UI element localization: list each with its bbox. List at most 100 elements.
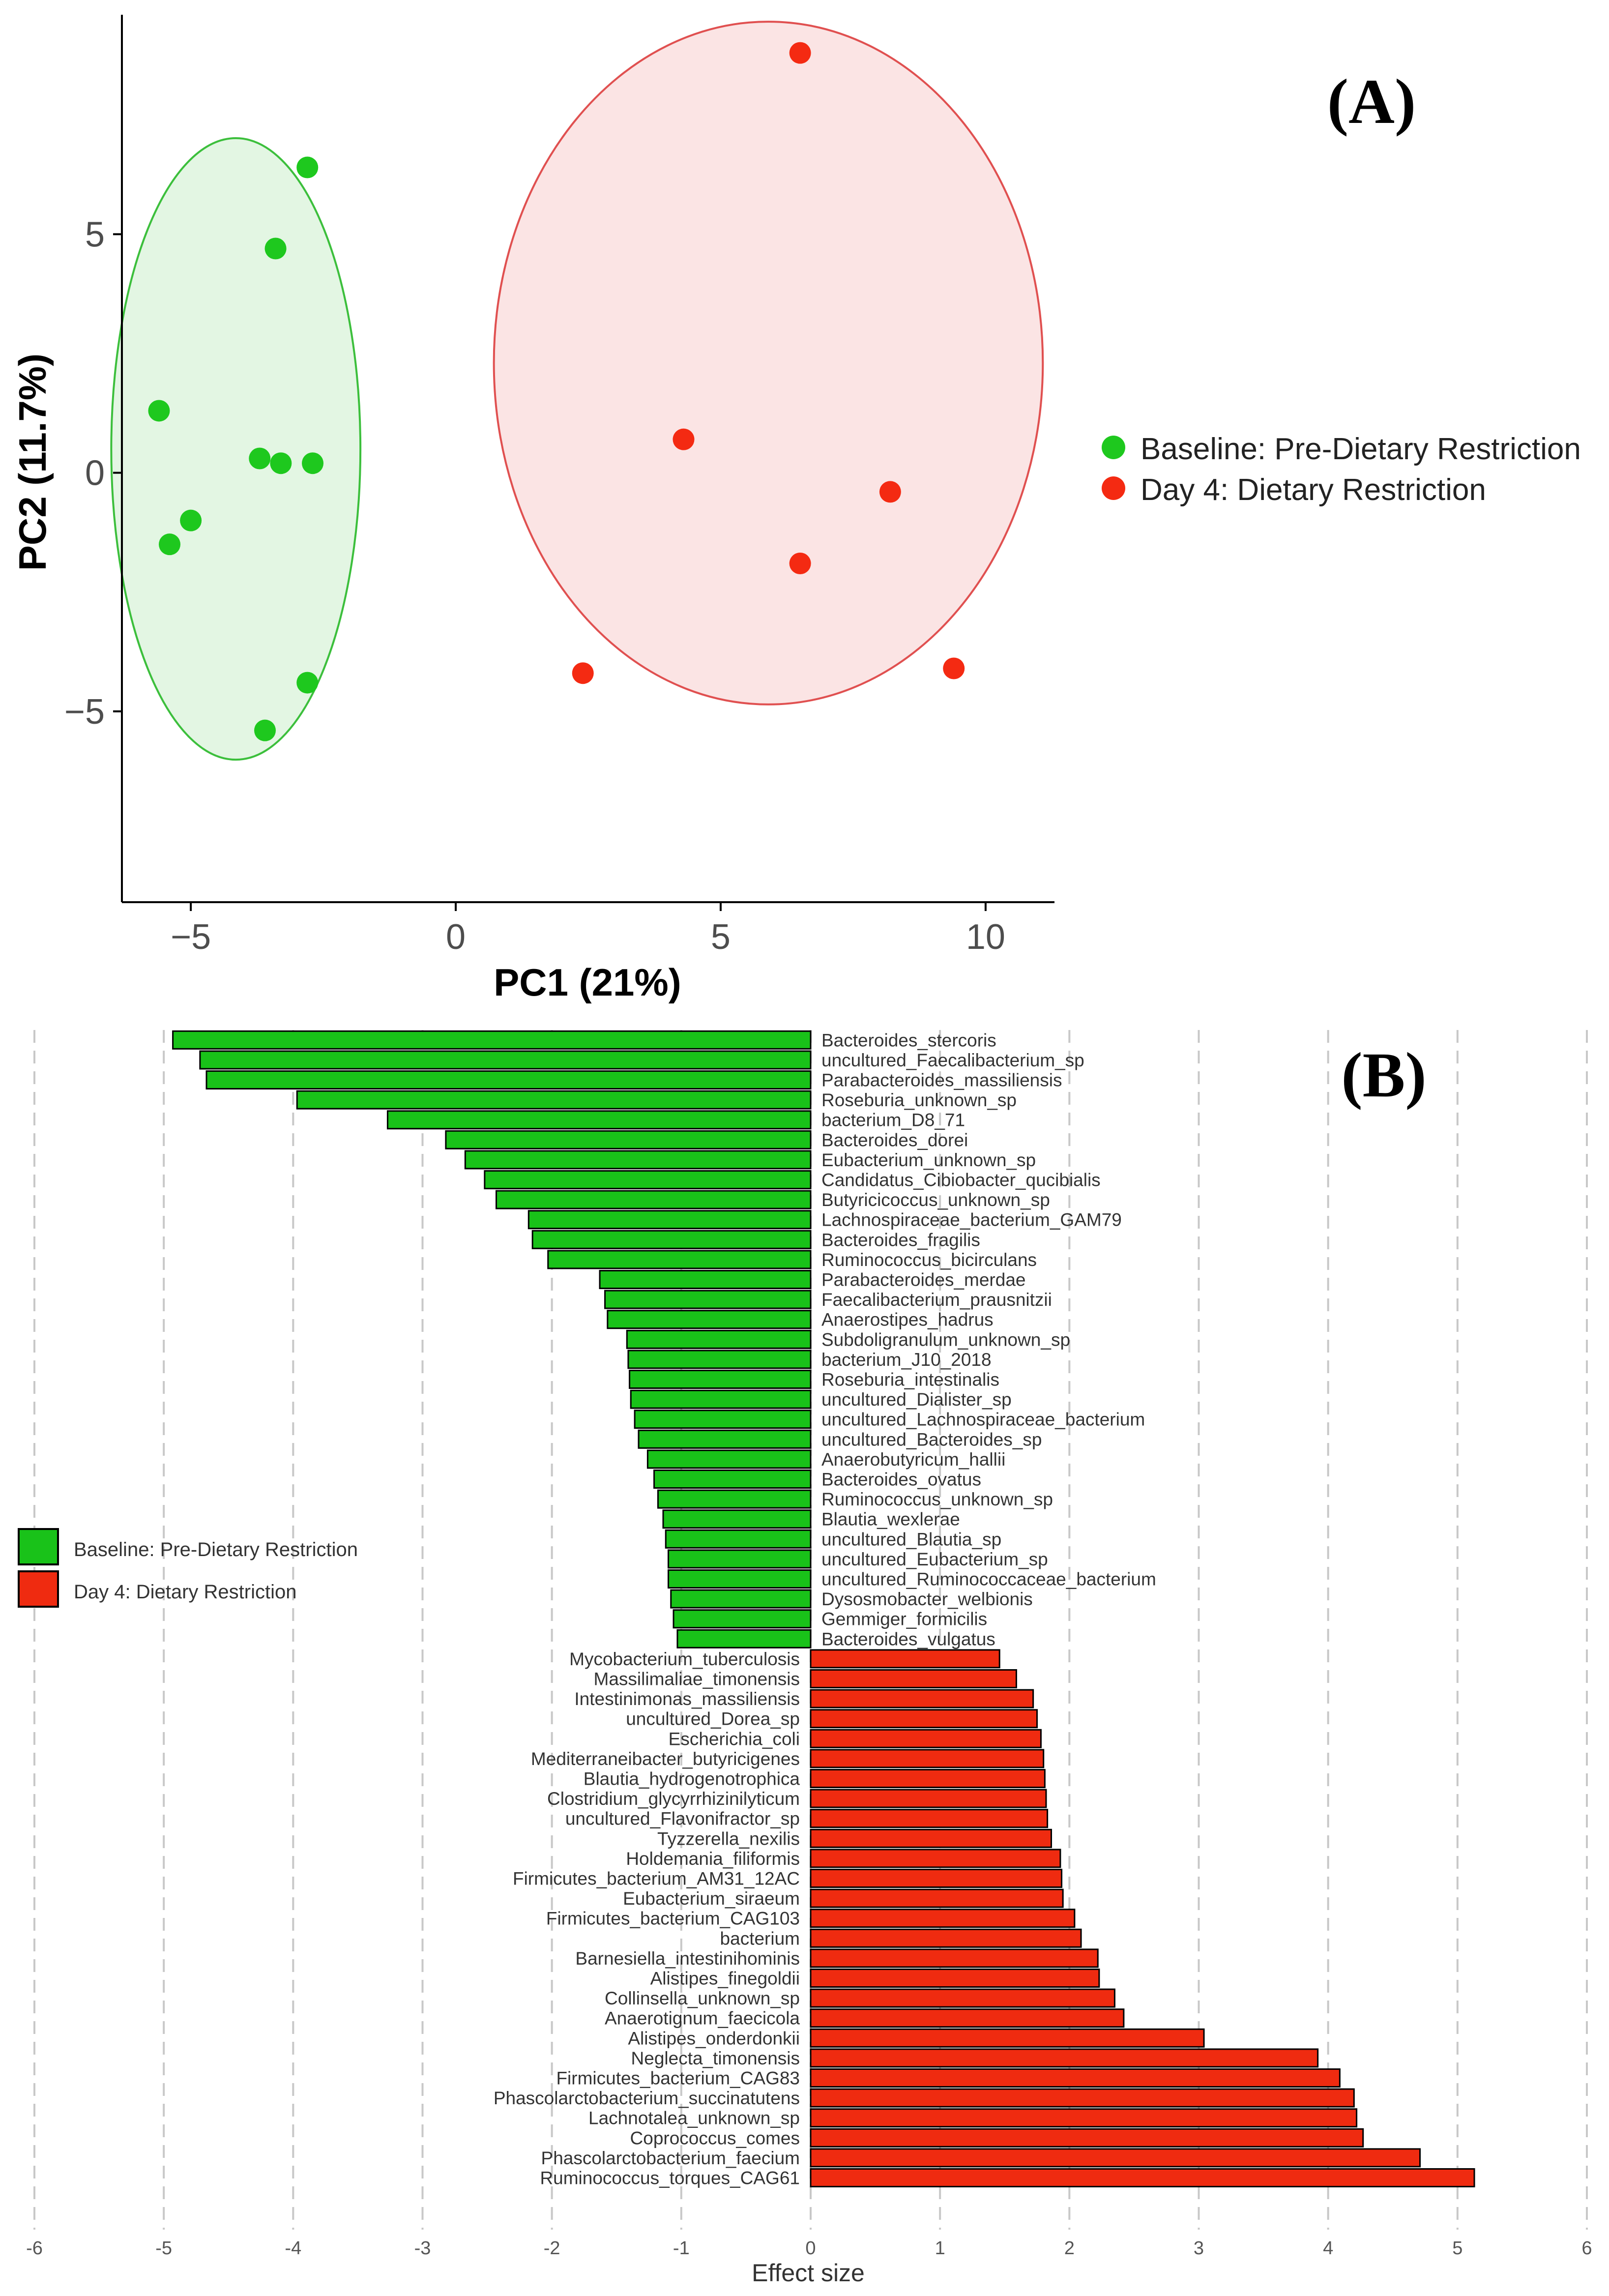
effect-size-axis-title: Effect size bbox=[752, 2259, 865, 2287]
effect-size-bar bbox=[445, 1130, 812, 1149]
bar-label: bacterium_D8_71 bbox=[821, 1110, 965, 1130]
bar-label: Mycobacterium_tuberculosis bbox=[569, 1649, 800, 1669]
effect-size-bar bbox=[810, 2108, 1358, 2128]
effect-size-bar bbox=[810, 2028, 1205, 2048]
bar-label: Intestinimonas_massiliensis bbox=[574, 1689, 800, 1709]
bar-label: uncultured_Eubacterium_sp bbox=[821, 1549, 1048, 1569]
bar-label: Neglecta_timonensis bbox=[631, 2048, 800, 2068]
legend-swatch-baseline bbox=[18, 1528, 59, 1565]
effect-size-bar bbox=[810, 2048, 1319, 2068]
effect-size-bar bbox=[199, 1050, 812, 1070]
effect-size-bar bbox=[810, 1828, 1052, 1848]
effect-size-bar bbox=[527, 1210, 812, 1230]
bar-label: Alistipes_finegoldii bbox=[650, 1969, 800, 1989]
effect-size-bar bbox=[464, 1150, 812, 1170]
effect-size-bar bbox=[646, 1449, 812, 1469]
bar-label: Anaerobutyricum_hallii bbox=[821, 1449, 1005, 1470]
bar-label: Firmicutes_bacterium_CAG103 bbox=[546, 1909, 800, 1929]
effect-size-bar bbox=[810, 2088, 1355, 2108]
bar-label: Mediterraneibacter_butyricigenes bbox=[531, 1749, 800, 1769]
effect-size-bar bbox=[629, 1370, 812, 1389]
bar-label: uncultured_Lachnospiraceae_bacterium bbox=[821, 1410, 1145, 1430]
scatter-point bbox=[296, 672, 319, 694]
effect-size-bar bbox=[627, 1350, 812, 1369]
effect-size-tick-label: 6 bbox=[1581, 2238, 1592, 2259]
effect-size-bar bbox=[634, 1410, 812, 1429]
bar-label: uncultured_Blautia_sp bbox=[821, 1529, 1001, 1549]
effect-size-bar bbox=[668, 1549, 812, 1569]
effect-size-bar bbox=[673, 1609, 812, 1629]
effect-size-tick-label: 0 bbox=[805, 2238, 816, 2259]
effect-size-bar bbox=[810, 1888, 1064, 1908]
scatter-point bbox=[148, 400, 170, 422]
bar-label: Clostridium_glycyrrhizinilyticum bbox=[547, 1789, 800, 1809]
effect-size-bar bbox=[496, 1190, 812, 1209]
pca-y-ticks: −5 0 5 bbox=[64, 215, 122, 732]
scatter-point bbox=[673, 428, 695, 450]
effect-size-bar bbox=[607, 1310, 812, 1329]
bar-label: Phascolarctobacterium_faecium bbox=[541, 2148, 800, 2168]
effect-size-tick-label: 3 bbox=[1194, 2238, 1204, 2259]
bar-label: uncultured_Dorea_sp bbox=[626, 1709, 800, 1729]
pca-x-tick-label: 10 bbox=[966, 917, 1005, 957]
bar-label: Blautia_hydrogenotrophica bbox=[584, 1769, 800, 1789]
effect-size-bar bbox=[670, 1589, 812, 1609]
bar-label: Barnesiella_intestinihominis bbox=[575, 1948, 800, 1969]
bar-label: Candidatus_Cibiobacter_qucibialis bbox=[821, 1170, 1101, 1190]
bar-label: Blautia_wexlerae bbox=[821, 1509, 960, 1530]
effect-size-bar bbox=[810, 1928, 1082, 1948]
effect-size-tick-label: -5 bbox=[155, 2238, 172, 2259]
effect-size-bar bbox=[653, 1470, 812, 1489]
scatter-point bbox=[302, 452, 324, 474]
pca-y-axis-title: PC2 (11.7%) bbox=[11, 353, 54, 571]
scatter-point bbox=[789, 42, 811, 64]
effect-size-tick-label: 1 bbox=[935, 2238, 945, 2259]
bar-label: Eubacterium_siraeum bbox=[623, 1888, 800, 1909]
effect-size-bar bbox=[676, 1629, 812, 1648]
bar-label: Dysosmobacter_welbionis bbox=[821, 1589, 1033, 1609]
bar-label: Gemmiger_formicilis bbox=[821, 1609, 987, 1629]
effect-size-legend: Baseline: Pre-Dietary Restriction Day 4:… bbox=[18, 1528, 358, 1608]
scatter-point bbox=[270, 452, 292, 474]
pca-x-tick-label: −5 bbox=[171, 917, 211, 957]
scatter-point bbox=[943, 657, 965, 679]
effect-size-bar bbox=[665, 1529, 812, 1549]
effect-size-bar bbox=[810, 1948, 1099, 1968]
effect-size-bar bbox=[296, 1090, 812, 1110]
legend-label-baseline: Baseline: Pre-Dietary Restriction bbox=[1141, 432, 1581, 466]
effect-size-bar bbox=[599, 1270, 812, 1289]
legend-swatch-day4 bbox=[18, 1570, 59, 1608]
bar-label: Bacteroides_fragilis bbox=[821, 1230, 980, 1250]
bar-label: Ruminococcus_torques_CAG61 bbox=[540, 2168, 800, 2188]
pca-x-axis-title: PC1 (21%) bbox=[494, 961, 681, 1004]
bar-label: Faecalibacterium_prausnitzii bbox=[821, 1290, 1052, 1310]
bar-label: Bacteroides_dorei bbox=[821, 1130, 968, 1150]
effect-size-bar bbox=[547, 1250, 812, 1269]
effect-size-bar bbox=[810, 1769, 1046, 1788]
effect-size-bar bbox=[810, 1969, 1100, 1988]
effect-size-tick-label: 4 bbox=[1323, 2238, 1333, 2259]
effect-size-tick-label: -6 bbox=[26, 2238, 43, 2259]
bar-label: Tyzzerella_nexilis bbox=[657, 1828, 800, 1849]
scatter-point bbox=[180, 509, 202, 531]
bar-label: Alistipes_onderdonkii bbox=[628, 2028, 800, 2048]
bar-label: Roseburia_intestinalis bbox=[821, 1370, 999, 1390]
bar-label: Holdemania_filiformis bbox=[626, 1849, 800, 1869]
panel-b-label: (B) bbox=[1341, 1040, 1426, 1111]
bar-label: Firmicutes_bacterium_CAG83 bbox=[556, 2068, 800, 2089]
effect-size-tick-label: -2 bbox=[544, 2238, 560, 2259]
bar-label: Bacteroides_vulgatus bbox=[821, 1629, 995, 1649]
bar-label: Roseburia_unknown_sp bbox=[821, 1090, 1017, 1110]
effect-size-bar bbox=[205, 1070, 812, 1089]
effect-size-bar bbox=[810, 1869, 1063, 1888]
group-ellipses bbox=[110, 21, 1044, 761]
effect-size-bar bbox=[630, 1389, 812, 1409]
bar-label: uncultured_Faecalibacterium_sp bbox=[821, 1050, 1084, 1070]
effect-size-tick-label: 5 bbox=[1452, 2238, 1463, 2259]
effect-size-bar bbox=[172, 1030, 812, 1050]
effect-size-bar bbox=[484, 1170, 812, 1189]
scatter-point bbox=[789, 552, 811, 574]
effect-size-bar bbox=[810, 1709, 1038, 1729]
effect-size-bar bbox=[626, 1329, 812, 1349]
bar-label: Bacteroides_ovatus bbox=[821, 1470, 981, 1490]
